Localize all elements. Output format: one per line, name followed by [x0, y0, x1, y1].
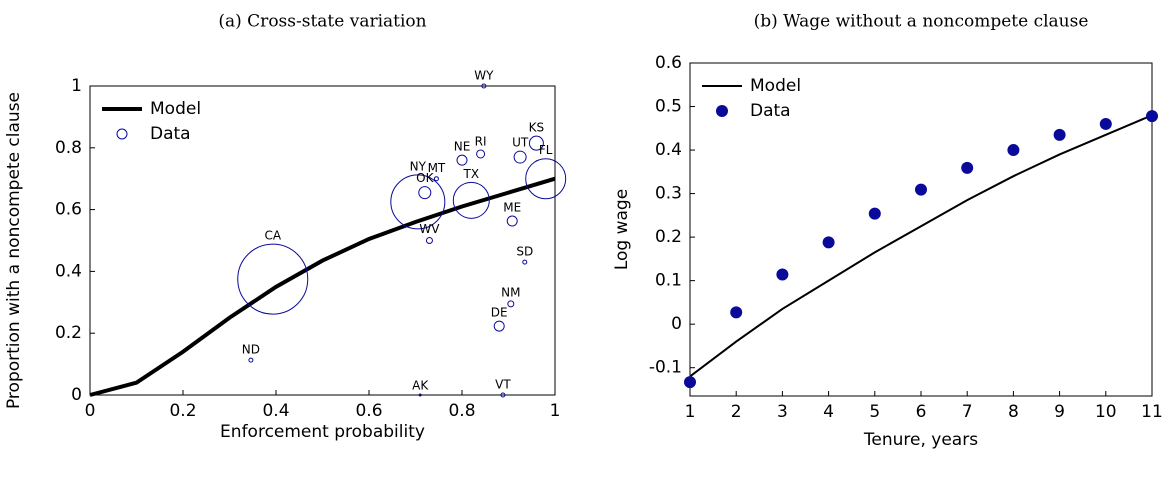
state-label: NM — [501, 285, 520, 299]
y-tick-label: 0.2 — [655, 227, 682, 247]
legend-swatch — [716, 105, 728, 117]
y-tick-label: 0.5 — [655, 97, 682, 117]
state-label: AK — [412, 379, 429, 393]
y-tick-label: 0.2 — [55, 323, 82, 343]
x-tick-label: 11 — [1141, 402, 1163, 422]
bubble — [513, 150, 527, 164]
bubble — [418, 393, 422, 397]
model-line — [89, 176, 556, 397]
state-label: WY — [474, 69, 494, 83]
legend-swatch — [116, 128, 128, 140]
data-dot — [1053, 128, 1066, 141]
y-tick-label: 0.6 — [55, 200, 82, 220]
bubble — [248, 357, 254, 363]
x-axis-label: Enforcement probability — [220, 422, 425, 442]
data-dot — [915, 183, 927, 196]
y-tick-label: 1 — [71, 76, 82, 96]
legend-label: Data — [750, 101, 791, 121]
chart-title: (a) Cross-state variation — [218, 12, 426, 32]
state-label: TX — [463, 167, 480, 181]
y-axis-label: Log wage — [612, 189, 632, 270]
state-label: NE — [454, 140, 471, 154]
bubble — [506, 215, 518, 227]
y-tick-label: -0.1 — [649, 358, 682, 378]
y-tick-label: 0 — [71, 385, 82, 405]
bubble — [418, 186, 432, 200]
x-tick-label: 0.8 — [448, 401, 475, 421]
x-tick-label: 2 — [731, 402, 742, 422]
bubble — [507, 300, 515, 308]
legend-label: Model — [750, 76, 801, 96]
bubble — [528, 135, 544, 151]
x-tick-label: 1 — [550, 401, 561, 421]
x-tick-label: 0.4 — [262, 401, 289, 421]
state-label: NY — [410, 159, 427, 173]
bubble — [525, 158, 567, 200]
x-tick-label: 8 — [1008, 402, 1019, 422]
x-tick-label: 10 — [1095, 402, 1117, 422]
bubble — [390, 174, 446, 230]
data-dot — [1099, 117, 1112, 130]
bubble — [425, 237, 433, 244]
x-tick-label: 7 — [962, 402, 973, 422]
x-tick-label: 5 — [869, 402, 880, 422]
x-tick-label: 4 — [823, 402, 834, 422]
bubble — [522, 259, 528, 265]
bubble — [500, 392, 506, 398]
data-dot — [822, 236, 835, 249]
data-dot — [1146, 110, 1158, 123]
data-dot — [776, 268, 789, 281]
data-dot — [961, 161, 974, 174]
model-line — [689, 114, 1153, 378]
x-tick-label: 0.2 — [169, 401, 196, 421]
y-tick-label: 0.4 — [55, 261, 82, 281]
x-tick-label: 3 — [777, 402, 788, 422]
state-label: ND — [242, 343, 260, 357]
legend-label: Model — [150, 99, 201, 119]
chart-title: (b) Wage without a noncompete clause — [754, 12, 1089, 32]
state-label: UT — [512, 136, 529, 150]
bubble — [481, 83, 487, 89]
bubble — [476, 149, 486, 159]
state-label: DE — [491, 306, 508, 320]
bubble — [237, 243, 309, 315]
x-tick-label: 6 — [916, 402, 927, 422]
x-tick-label: 9 — [1054, 402, 1065, 422]
state-label: MT — [428, 161, 446, 175]
legend-label: Data — [150, 124, 191, 144]
y-tick-label: 0.3 — [655, 184, 682, 204]
state-label: RI — [475, 134, 487, 148]
data-dot — [868, 207, 881, 220]
x-tick-label: 0 — [85, 401, 96, 421]
state-label: VT — [495, 378, 511, 392]
state-label: KS — [529, 121, 545, 135]
bubble — [433, 176, 439, 182]
y-tick-label: 0.6 — [655, 53, 682, 73]
y-tick-label: 0.4 — [655, 140, 682, 160]
state-label: ME — [503, 201, 521, 215]
state-label: WV — [419, 222, 440, 236]
bubble — [452, 181, 490, 219]
bubble — [493, 320, 505, 332]
y-tick-label: 0.1 — [655, 271, 682, 291]
x-tick-label: 1 — [685, 402, 696, 422]
state-label: OK — [416, 171, 434, 185]
data-dot — [684, 376, 696, 389]
y-axis-label: Proportion with a noncompete clause — [4, 92, 24, 409]
y-tick-label: 0.8 — [55, 138, 82, 158]
state-label: FL — [539, 143, 553, 157]
data-dot — [730, 306, 743, 319]
x-tick-label: 0.6 — [355, 401, 382, 421]
state-label: SD — [516, 245, 533, 259]
x-axis-label: Tenure, years — [863, 430, 978, 450]
plot-frame — [89, 85, 556, 396]
data-dot — [1007, 144, 1020, 157]
y-tick-label: 0 — [671, 314, 682, 334]
state-label: CA — [264, 229, 281, 243]
bubble — [456, 154, 468, 166]
